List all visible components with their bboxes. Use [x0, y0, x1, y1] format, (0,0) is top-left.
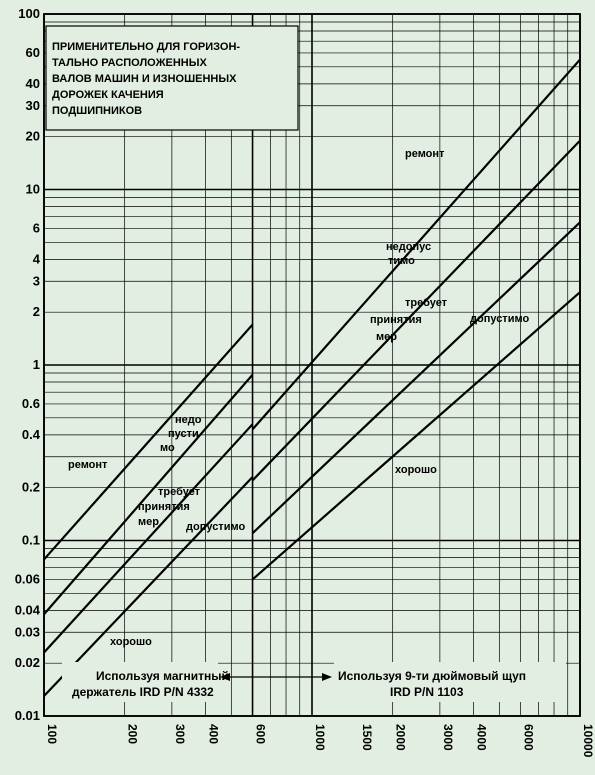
boundary-lines	[43, 58, 581, 697]
y-tick-label: 6	[33, 220, 40, 235]
y-tick-label: 4	[33, 251, 41, 266]
boundary-line-probe-2	[251, 139, 581, 482]
y-tick-label: 1	[33, 357, 40, 372]
y-tick-label: 0.2	[22, 480, 40, 495]
y-tick-label: 3	[33, 273, 40, 288]
y-tick-label: 0.06	[15, 571, 40, 586]
zone-label-unacceptable-right-1: недопус	[386, 241, 431, 253]
zone-label-action-right-3: мер	[376, 331, 397, 343]
x-tick-label: 200	[126, 724, 140, 744]
zone-label-unacceptable-left-1: недо	[175, 414, 202, 426]
zone-label-good-left: хорошо	[110, 636, 152, 648]
zone-labels-right: ремонт недопус тимо требует принятия мер…	[370, 148, 529, 476]
zone-labels-left: ремонт недо пусти мо требует принятия ме…	[68, 414, 245, 648]
legend-left-line-1: Используя магнитный	[96, 669, 229, 683]
x-tick-label: 1000	[313, 724, 327, 751]
zone-label-action-left-1: требует	[158, 486, 201, 498]
x-tick-label: 400	[206, 724, 220, 744]
zone-label-unacceptable-right-2: тимо	[388, 255, 415, 267]
boundary-line-magnetic-1	[43, 323, 254, 561]
y-tick-label: 10	[26, 182, 40, 197]
title-line-2: ТАЛЬНО РАСПОЛОЖЕННЫХ	[52, 57, 208, 69]
boundary-line-probe-1	[251, 58, 581, 431]
grid	[43, 13, 581, 717]
y-tick-label: 0.02	[15, 655, 40, 670]
tick-labels: 0.01 0.02 0.03 0.04 0.06 0.1 0.2 0.4 0.6 1 2 3 4 6 10 2…	[15, 6, 595, 758]
legend-right-line-2: IRD P/N 1103	[390, 685, 464, 699]
title-line-5: ПОДШИПНИКОВ	[52, 105, 142, 117]
zone-label-unacceptable-left-2: пусти	[168, 428, 199, 440]
boundary-line-magnetic-2	[43, 374, 254, 615]
boundary-line-magnetic-4	[43, 476, 254, 697]
title-line-1: ПРИМЕНИТЕЛЬНО ДЛЯ ГОРИЗОН-	[52, 41, 240, 53]
x-tick-label: 100	[45, 724, 59, 744]
x-tick-label: 3000	[441, 724, 455, 751]
zone-label-repair-left: ремонт	[68, 459, 108, 471]
x-tick-label: 4000	[474, 724, 488, 751]
boundary-line-magnetic-3	[43, 423, 254, 654]
y-tick-label: 60	[26, 45, 40, 60]
x-tick-label: 2000	[394, 724, 408, 751]
y-tick-label: 40	[26, 76, 40, 91]
y-tick-label: 30	[26, 98, 40, 113]
zone-label-action-left-2: принятия	[138, 501, 190, 513]
probe-legend: Используя магнитный держатель IRD P/N 43…	[62, 662, 566, 702]
y-tick-label: 2	[33, 304, 40, 319]
legend-arrowhead-right	[322, 673, 332, 681]
zone-label-acceptable-right: допустимо	[470, 313, 529, 325]
y-tick-label: 0.1	[22, 533, 40, 548]
boundary-line-probe-4	[251, 291, 581, 581]
zone-label-repair-right: ремонт	[405, 148, 445, 160]
plot-frame	[43, 13, 581, 717]
x-tick-label: 6000	[522, 724, 536, 751]
y-tick-label: 100	[18, 6, 40, 21]
x-tick-label: 300	[173, 724, 187, 744]
legend-arrowhead-left	[220, 673, 230, 681]
y-tick-label: 20	[26, 129, 40, 144]
x-tick-label: 600	[254, 724, 268, 744]
boundary-line-probe-3	[251, 221, 581, 535]
title-line-3: ВАЛОВ МАШИН И ИЗНОШЕННЫХ	[52, 73, 237, 85]
y-tick-label: 0.03	[15, 624, 40, 639]
y-tick-label: 0.6	[22, 396, 40, 411]
zone-label-action-right-1: требует	[405, 297, 448, 309]
y-tick-label: 0.01	[15, 708, 40, 723]
zone-label-good-right: хорошо	[395, 464, 437, 476]
x-tick-label: 1500	[360, 724, 374, 751]
legend-left-line-2: держатель IRD P/N 4332	[72, 685, 214, 699]
title-line-4: ДОРОЖЕК КАЧЕНИЯ	[52, 89, 164, 101]
zone-label-action-left-3: мер	[138, 516, 159, 528]
title-box: ПРИМЕНИТЕЛЬНО ДЛЯ ГОРИЗОН- ТАЛЬНО РАСПОЛ…	[45, 25, 299, 131]
zone-label-action-right-2: принятия	[370, 314, 422, 326]
legend-right-line-1: Используя 9-ти дюймовый щуп	[338, 669, 526, 683]
y-tick-label: 0.4	[22, 427, 41, 442]
y-tick-label: 0.04	[15, 602, 41, 617]
zone-label-unacceptable-left-3: мо	[160, 442, 175, 454]
x-tick-label: 10000	[581, 724, 595, 758]
zone-label-acceptable-left: допустимо	[186, 521, 245, 533]
